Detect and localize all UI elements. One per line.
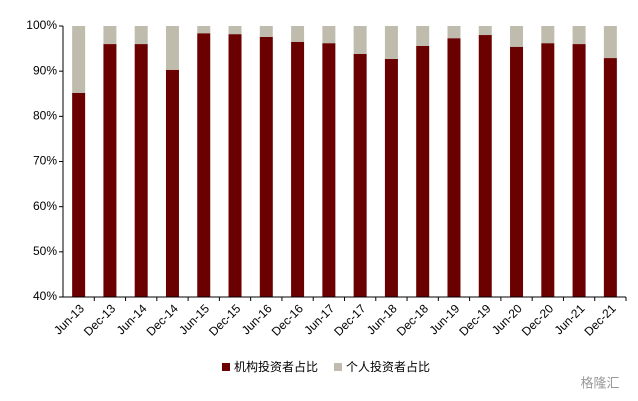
bar-segment (416, 45, 430, 297)
bar-segment (603, 26, 617, 59)
bar-segment (291, 41, 305, 297)
y-tick-label: 50% (33, 244, 57, 258)
x-tick-label: Jun-21 (552, 301, 588, 337)
x-tick-label: Dec-14 (144, 301, 181, 338)
bar-segment (603, 58, 617, 298)
x-tick-label: Dec-21 (581, 301, 618, 338)
bar-segment (416, 26, 430, 46)
legend-label: 个人投资者占比 (346, 359, 430, 374)
bar-segment (541, 26, 555, 44)
bar-segment (165, 69, 179, 297)
bar-segment (322, 43, 336, 298)
legend-label: 机构投资者占比 (234, 359, 318, 374)
x-tick-label: Jun-14 (114, 301, 150, 337)
bar-segment (478, 26, 492, 36)
y-tick-label: 80% (33, 109, 57, 123)
bar-segment (103, 26, 117, 45)
bar-segment (259, 26, 273, 37)
bar-segment (228, 26, 242, 35)
bar-segment (291, 26, 305, 42)
y-tick-label: 100% (26, 18, 57, 32)
bar-segment (384, 26, 398, 59)
bar-segment (541, 43, 555, 298)
x-tick-label: Jun-15 (176, 301, 212, 337)
y-tick-label: 70% (33, 154, 57, 168)
bar-segment (134, 26, 148, 45)
bar-segment (197, 33, 211, 298)
y-tick-label: 90% (33, 63, 57, 77)
bar-segment (572, 26, 586, 45)
legend-swatch (222, 363, 230, 371)
bar-segment (478, 35, 492, 298)
x-tick-label: Dec-17 (331, 301, 368, 338)
x-tick-label: Dec-19 (456, 301, 493, 338)
x-tick-label: Jun-19 (426, 301, 462, 337)
bar-segment (322, 26, 336, 44)
legend-swatch (334, 363, 342, 371)
bar-segment (72, 26, 86, 93)
x-tick-label: Dec-18 (394, 301, 431, 338)
x-tick-label: Jun-18 (364, 301, 400, 337)
bar-segment (103, 44, 117, 297)
bar-segment (384, 58, 398, 298)
bar-segment (447, 26, 461, 39)
bar-segment (353, 26, 367, 55)
x-tick-label: Jun-20 (489, 301, 525, 337)
x-tick-label: Jun-17 (301, 301, 337, 337)
x-tick-label: Jun-16 (239, 301, 275, 337)
x-tick-label: Dec-15 (206, 301, 243, 338)
x-tick-label: Dec-16 (269, 301, 306, 338)
bar-segment (228, 34, 242, 297)
bar-segment (447, 38, 461, 297)
x-tick-label: Dec-20 (519, 301, 556, 338)
bar-segment (165, 26, 179, 70)
watermark: 格隆汇 (580, 375, 619, 390)
bar-segment (259, 36, 273, 298)
bar-segment (197, 26, 211, 34)
bar-segment (510, 26, 524, 47)
x-tick-label: Dec-13 (81, 301, 118, 338)
x-tick-label: Jun-13 (51, 301, 87, 337)
bar-segment (353, 54, 367, 298)
bar-segment (134, 44, 148, 297)
y-tick-label: 40% (33, 289, 57, 303)
bar-segment (510, 46, 524, 297)
bar-segment (572, 44, 586, 297)
y-tick-label: 60% (33, 199, 57, 213)
bar-segment (72, 92, 86, 297)
